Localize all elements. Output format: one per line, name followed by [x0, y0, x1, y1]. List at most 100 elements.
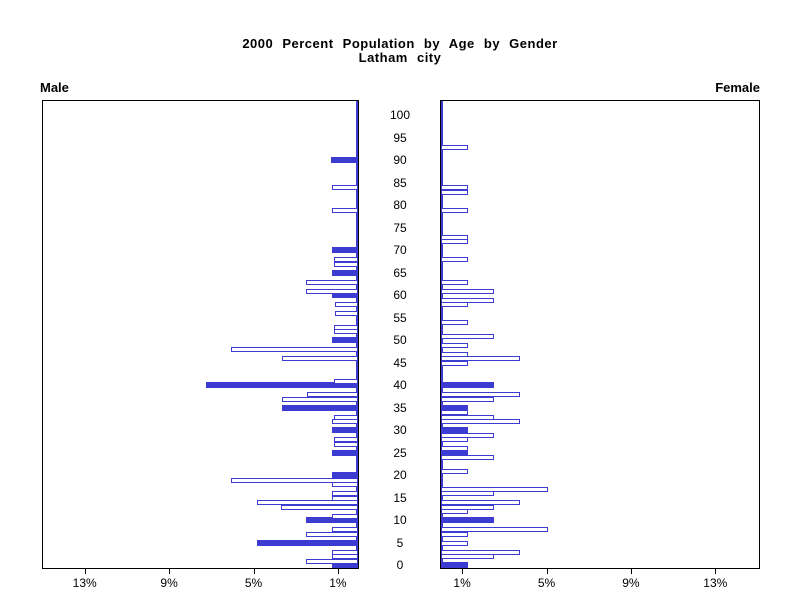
- female-bar-age-49: [441, 342, 468, 348]
- female-bar-age-38: [441, 392, 521, 397]
- male-bar-age-79: [331, 207, 358, 213]
- female-bar-age-24: [441, 455, 494, 460]
- female-bar-age-33: [441, 414, 494, 420]
- female-bar-age-47: [441, 351, 468, 357]
- female-plot-area: [440, 100, 760, 569]
- female-bar-age-79: [441, 207, 468, 213]
- male-xtick-1: [337, 569, 339, 574]
- male-bar-age-67: [333, 261, 358, 267]
- male-xtick-label-13: 13%: [72, 576, 97, 590]
- male-bar-age-28: [333, 437, 358, 442]
- male-bar-age-7: [306, 531, 358, 537]
- male-bar-age-20: [331, 472, 358, 478]
- female-bar-age-16: [441, 491, 494, 496]
- female-bar-age-51: [441, 333, 494, 339]
- male-bar-age-41: [333, 378, 358, 384]
- male-xtick-label-1: 1%: [329, 576, 347, 590]
- male-bar-age-68: [333, 257, 358, 262]
- male-bar-age-33: [333, 414, 358, 420]
- male-bar-age-10: [306, 517, 358, 523]
- female-bar-age-30: [441, 427, 468, 433]
- female-bar-age-72: [441, 239, 468, 244]
- male-bar-age-52: [333, 329, 358, 334]
- age-tick-label-75: 75: [393, 220, 407, 235]
- male-bar-age-63: [306, 279, 358, 285]
- male-bar-age-11: [331, 513, 358, 519]
- female-bar-age-63: [441, 279, 468, 285]
- female-bar-age-46: [441, 356, 521, 361]
- age-tick-label-10: 10: [393, 513, 407, 527]
- male-bar-age-37: [282, 396, 358, 402]
- male-xtick-9: [169, 569, 171, 574]
- female-xtick-1: [462, 569, 464, 574]
- female-bar-age-8: [441, 527, 548, 532]
- male-bar-age-65: [331, 269, 358, 276]
- male-bar-age-25: [331, 449, 358, 456]
- age-tick-label-95: 95: [393, 130, 407, 145]
- male-xtick-5: [253, 569, 255, 574]
- female-xtick-label-9: 9%: [622, 576, 640, 590]
- female-bar-age-37: [441, 396, 494, 402]
- male-bar-age-2: [331, 554, 358, 559]
- male-bar-age-18: [331, 482, 358, 487]
- female-bar-age-13: [441, 504, 494, 510]
- chart-title: 2000 Percent Population by Age by Gender: [242, 36, 558, 51]
- male-bar-age-14: [256, 500, 358, 505]
- age-tick-label-0: 0: [396, 558, 404, 572]
- male-plot-area: [42, 100, 359, 569]
- female-bar-age-17: [441, 486, 548, 492]
- male-bar-age-16: [331, 491, 358, 496]
- male-bar-age-40: [206, 382, 358, 388]
- female-bar-age-45: [441, 360, 468, 366]
- age-tick-label-90: 90: [393, 153, 407, 167]
- male-bar-age-70: [331, 247, 358, 253]
- female-bar-age-28: [441, 437, 468, 442]
- female-bar-age-34: [441, 410, 468, 415]
- male-bar-age-90: [330, 157, 358, 163]
- female-bar-age-3: [441, 549, 521, 555]
- male-bar-age-8: [331, 527, 358, 532]
- female-xtick-label-13: 13%: [703, 576, 728, 590]
- age-tick-label-15: 15: [393, 490, 407, 505]
- age-tick-label-20: 20: [393, 468, 407, 482]
- female-bar-age-40: [441, 382, 494, 388]
- age-tick-label-60: 60: [393, 288, 407, 302]
- female-bar-age-93: [441, 144, 468, 150]
- male-bar-age-61: [306, 288, 358, 294]
- age-tick-label-70: 70: [393, 243, 407, 257]
- male-bar-age-0: [331, 562, 358, 568]
- male-bar-age-1: [306, 558, 358, 564]
- female-bar-age-21: [441, 468, 468, 474]
- age-tick-label-25: 25: [393, 445, 407, 460]
- female-bar-age-54: [441, 320, 468, 325]
- male-bar-age-13: [281, 504, 358, 510]
- female-xtick-9: [630, 569, 632, 574]
- male-bar-age-15: [331, 495, 358, 501]
- age-tick-label-30: 30: [393, 423, 407, 437]
- male-bar-age-53: [333, 324, 358, 330]
- male-bar-age-58: [334, 302, 358, 307]
- age-tick-label-40: 40: [393, 378, 407, 392]
- male-bar-age-3: [331, 549, 358, 555]
- male-xtick-13: [84, 569, 86, 574]
- male-bar-age-38: [307, 392, 358, 397]
- female-bar-age-61: [441, 288, 494, 294]
- male-bar-age-60: [331, 292, 358, 298]
- female-bar-age-59: [441, 297, 494, 303]
- age-tick-label-35: 35: [393, 400, 407, 415]
- male-bar-age-27: [333, 441, 358, 447]
- chart-subtitle: Latham city: [358, 50, 442, 65]
- male-bar-age-30: [331, 427, 358, 433]
- age-tick-label-50: 50: [393, 333, 407, 347]
- female-bar-age-5: [441, 540, 468, 546]
- female-bar-age-58: [441, 302, 468, 307]
- female-bar-age-83: [441, 189, 468, 195]
- female-bar-age-84: [441, 185, 468, 190]
- female-bar-age-68: [441, 257, 468, 262]
- female-bar-age-25: [441, 449, 468, 456]
- male-bar-age-35: [282, 404, 358, 411]
- female-bar-age-26: [441, 446, 468, 451]
- female-bar-age-12: [441, 509, 468, 514]
- male-bar-age-5: [256, 539, 358, 546]
- age-tick-label-100: 100: [389, 108, 411, 122]
